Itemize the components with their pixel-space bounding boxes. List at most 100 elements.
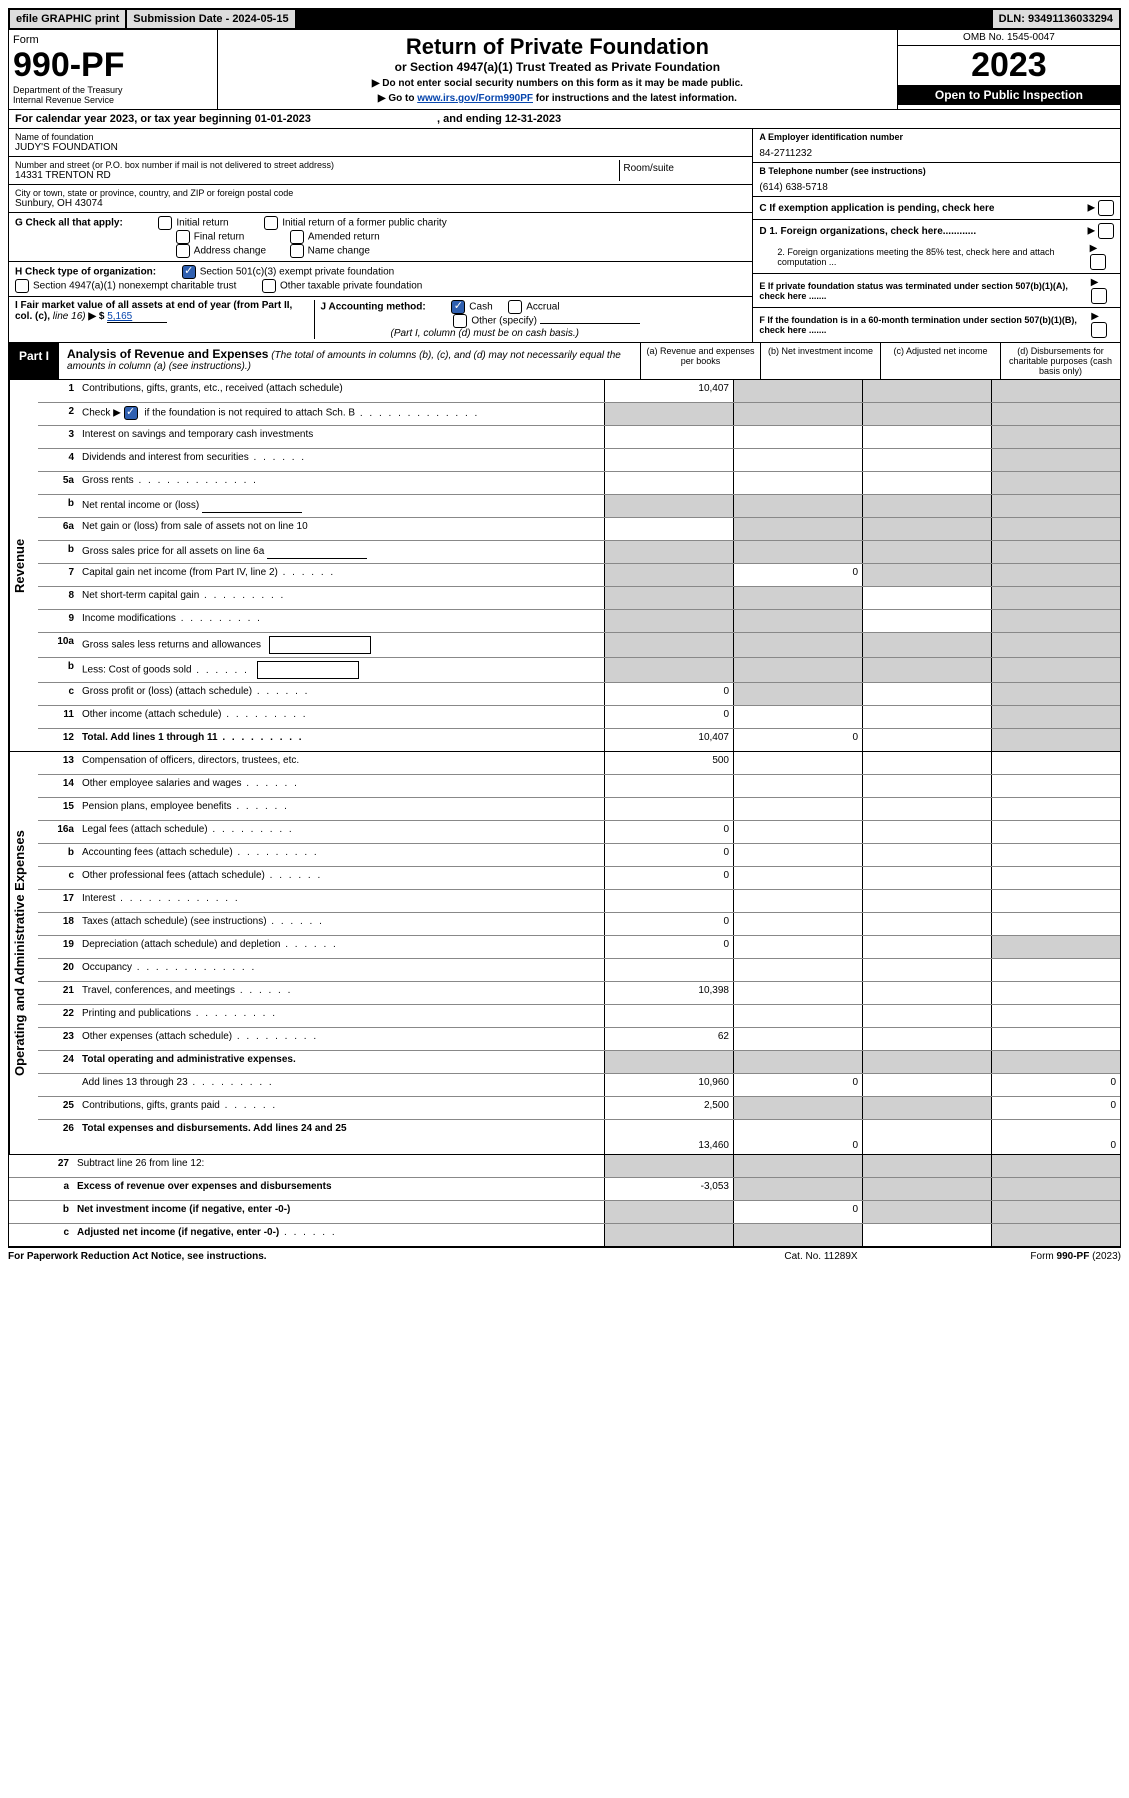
g-addr-change: Address change [194,246,266,257]
r10b-box[interactable] [257,661,359,679]
cal-begin: For calendar year 2023, or tax year begi… [15,113,311,125]
row-6a: Net gain or (loss) from sale of assets n… [78,518,604,540]
r24-d: 0 [991,1074,1120,1096]
j-note: (Part I, column (d) must be on cash basi… [391,328,579,339]
chk-other-method[interactable] [453,314,467,328]
phone-value: (614) 638-5718 [759,182,1114,193]
r27c: Adjusted net income (if negative, enter … [77,1227,279,1238]
header-left: Form 990-PF Department of the Treasury I… [9,30,218,109]
chk-initial-former[interactable] [264,216,278,230]
dln: DLN: 93491136033294 [993,10,1119,28]
notice-ssn: ▶ Do not enter social security numbers o… [222,78,893,89]
part1-label: Part I [9,343,59,379]
form-header: Form 990-PF Department of the Treasury I… [8,30,1121,110]
chk-initial-return[interactable] [158,216,172,230]
chk-amended-return[interactable] [290,230,304,244]
row-11: Other income (attach schedule) [78,706,604,728]
chk-e[interactable] [1091,288,1107,304]
r27b: Net investment income (if negative, ente… [77,1204,290,1215]
summary-body: 27Subtract line 26 from line 12: aExcess… [9,1155,1120,1246]
r27a-a: -3,053 [604,1178,733,1200]
r14: Other employee salaries and wages [82,778,242,789]
dept-treasury: Department of the Treasury [13,85,213,95]
r25-d: 0 [991,1097,1120,1119]
chk-final-return[interactable] [176,230,190,244]
info-block: Name of foundation JUDY'S FOUNDATION Num… [8,129,1121,343]
r2-a: Check ▶ [82,408,121,419]
section-h: H Check type of organization: Section 50… [9,262,752,297]
notice-goto-b: for instructions and the latest informat… [533,93,737,104]
row-7: Capital gain net income (from Part IV, l… [78,564,604,586]
addr-label: Number and street (or P.O. box number if… [15,160,619,170]
chk-pending[interactable] [1098,200,1114,216]
chk-sch-b[interactable] [124,406,138,420]
r16c: Other professional fees (attach schedule… [82,870,265,881]
city-label: City or town, state or province, country… [15,188,746,198]
i-label-b: line 16) [53,311,86,322]
r25-a: 2,500 [604,1097,733,1119]
ein-label: A Employer identification number [759,132,1114,142]
foundation-city: Sunbury, OH 43074 [15,198,746,209]
r13-a: 500 [604,752,733,774]
chk-4947[interactable] [15,279,29,293]
chk-cash[interactable] [451,300,465,314]
r10c-a: 0 [604,683,733,705]
row-16c: Other professional fees (attach schedule… [78,867,604,889]
i-amount[interactable]: 5,165 [107,311,167,323]
d1-label: D 1. Foreign organizations, check here..… [759,226,976,237]
section-e: E If private foundation status was termi… [753,274,1120,308]
g-name-change: Name change [308,246,370,257]
r26-d: 0 [991,1120,1120,1154]
r6b: Gross sales price for all assets on line… [82,546,264,557]
r19: Depreciation (attach schedule) and deple… [82,939,280,950]
chk-f[interactable] [1091,322,1107,338]
chk-address-change[interactable] [176,244,190,258]
r9: Income modifications [82,613,176,624]
col-a-header: (a) Revenue and expenses per books [640,343,760,379]
row-27a: Excess of revenue over expenses and disb… [73,1178,604,1200]
cal-end: , and ending 12-31-2023 [437,113,561,125]
footer-right: Form 990-PF (2023) [921,1251,1121,1262]
g-initial-former: Initial return of a former public charit… [282,218,447,229]
section-j: J Accounting method: Cash Accrual Other … [315,300,747,339]
row-21: Travel, conferences, and meetings [78,982,604,1004]
row-27: Subtract line 26 from line 12: [73,1155,604,1177]
row-1: Contributions, gifts, grants, etc., rece… [78,380,604,402]
d2-label: 2. Foreign organizations meeting the 85%… [759,247,1089,267]
row-14: Other employee salaries and wages [78,775,604,797]
part1-header: Part I Analysis of Revenue and Expenses … [8,343,1121,380]
r23: Other expenses (attach schedule) [82,1031,232,1042]
form-subtitle: or Section 4947(a)(1) Trust Treated as P… [222,60,893,74]
chk-name-change[interactable] [290,244,304,258]
foundation-name: JUDY'S FOUNDATION [15,142,746,153]
notice-goto: ▶ Go to www.irs.gov/Form990PF for instru… [222,93,893,104]
j-cash: Cash [469,302,492,313]
r26-b: 0 [733,1120,862,1154]
r23-a: 62 [604,1028,733,1050]
efile-print[interactable]: efile GRAPHIC print [10,10,127,28]
i-dollar: ▶ $ [88,311,104,322]
chk-d1[interactable] [1098,223,1114,239]
r5b-input[interactable] [202,498,302,513]
row-24: Total operating and administrative expen… [78,1051,604,1073]
r18: Taxes (attach schedule) (see instruction… [82,916,267,927]
r16a: Legal fees (attach schedule) [82,824,208,835]
r24-b: 0 [733,1074,862,1096]
row-25: Contributions, gifts, grants paid [78,1097,604,1119]
irs-link[interactable]: www.irs.gov/Form990PF [417,93,533,104]
omb-number: OMB No. 1545-0047 [898,30,1120,46]
r6b-input[interactable] [267,544,367,559]
row-9: Income modifications [78,610,604,632]
chk-accrual[interactable] [508,300,522,314]
e-label: E If private foundation status was termi… [759,281,1090,301]
r25: Contributions, gifts, grants paid [82,1100,220,1111]
row-13: Compensation of officers, directors, tru… [78,752,604,774]
r10a-box[interactable] [269,636,371,654]
r27b-b: 0 [733,1201,862,1223]
chk-d2[interactable] [1090,254,1106,270]
info-right: A Employer identification number 84-2711… [752,129,1120,342]
chk-501c3[interactable] [182,265,196,279]
section-c: C If exemption application is pending, c… [753,197,1120,220]
expenses-side-label: Operating and Administrative Expenses [9,752,38,1154]
chk-other-taxable[interactable] [262,279,276,293]
